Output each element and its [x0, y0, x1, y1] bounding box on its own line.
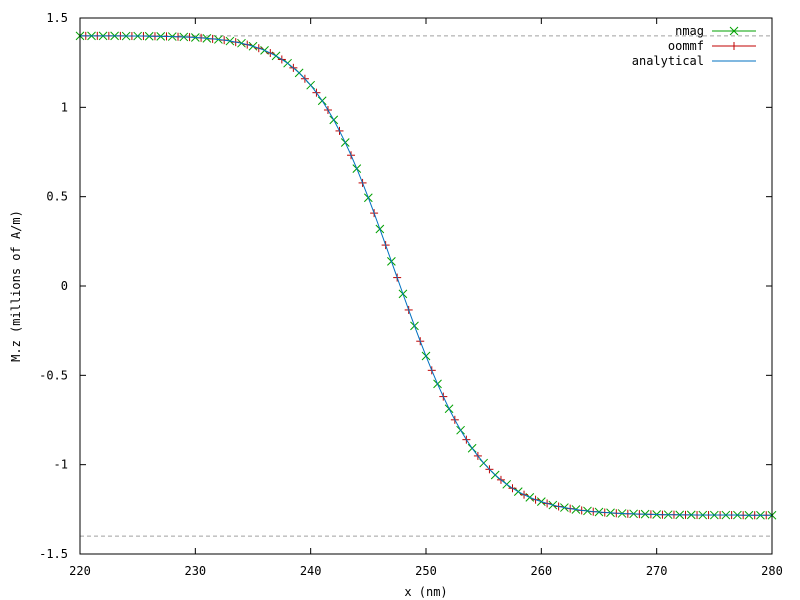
- x-axis-label: x (nm): [404, 585, 447, 599]
- x-tick-label: 260: [530, 564, 552, 578]
- y-tick-label: -1.5: [39, 547, 68, 561]
- y-axis-label: M.z (millions of A/m): [9, 210, 23, 362]
- y-tick-label: 1.5: [46, 11, 68, 25]
- reference-lines: [80, 35, 772, 537]
- series-layer: [75, 31, 777, 520]
- x-tick-label: 240: [300, 564, 322, 578]
- y-tick-label: 0: [61, 279, 68, 293]
- x-tick-label: 230: [184, 564, 206, 578]
- legend-label: analytical: [632, 54, 704, 68]
- x-tick-label: 220: [69, 564, 91, 578]
- x-tick-label: 250: [415, 564, 437, 578]
- y-axis-ticks: 1.5 1 0.5 0 -0.5 -1 -1.5: [39, 11, 772, 561]
- legend-marker: [729, 26, 739, 36]
- x-axis-ticks: 220 230 240 250 260 270 280: [69, 18, 783, 578]
- legend-marker: [730, 42, 738, 50]
- y-tick-label: 1: [61, 100, 68, 114]
- x-tick-label: 270: [646, 564, 668, 578]
- plot-frame: [79, 17, 773, 555]
- series-line-analytical: [80, 35, 772, 516]
- y-tick-label: 0.5: [46, 190, 68, 204]
- y-tick-label: -1: [54, 458, 68, 472]
- y-tick-label: -0.5: [39, 368, 68, 382]
- legend-label: nmag: [675, 24, 704, 38]
- x-tick-label: 280: [761, 564, 783, 578]
- legend-label: oommf: [668, 39, 704, 53]
